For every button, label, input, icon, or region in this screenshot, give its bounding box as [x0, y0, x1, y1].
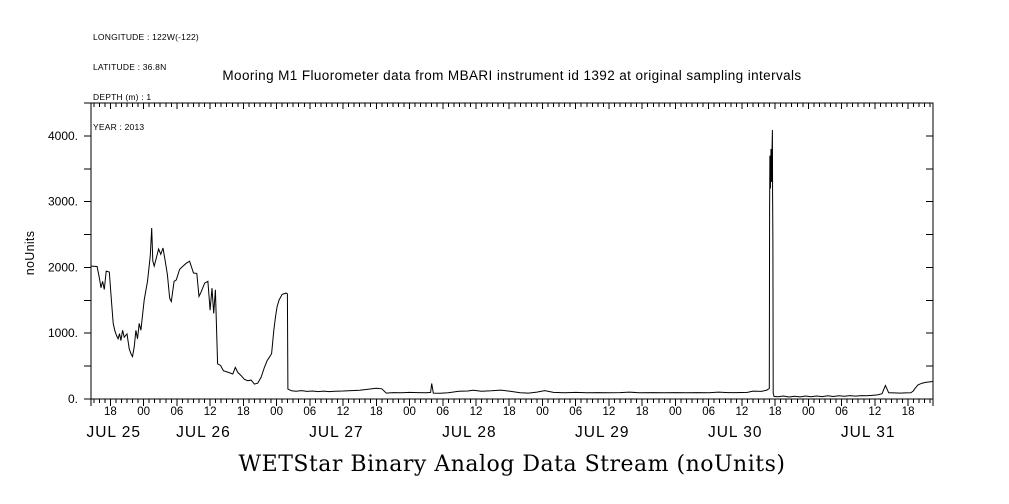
svg-text:3000.: 3000. [48, 195, 78, 209]
data-line-fluorometer [90, 129, 934, 398]
svg-text:18: 18 [503, 406, 516, 418]
svg-text:00: 00 [802, 406, 815, 418]
svg-text:JUL 26: JUL 26 [176, 424, 231, 441]
svg-text:12: 12 [470, 406, 483, 418]
svg-text:12: 12 [868, 406, 881, 418]
svg-text:18: 18 [237, 406, 250, 418]
svg-text:12: 12 [735, 406, 748, 418]
svg-text:00: 00 [270, 406, 283, 418]
svg-text:00: 00 [669, 406, 682, 418]
metadata-block: LONGITUDE : 122W(-122) LATITUDE : 36.8N … [93, 12, 199, 152]
plot-frame [90, 102, 934, 400]
y-tick-labels: 0. 1000. 2000. 3000. 4000. [48, 129, 78, 406]
svg-text:JUL 28: JUL 28 [442, 424, 497, 441]
chart-subtitle: WETStar Binary Analog Data Stream (noUni… [238, 452, 786, 477]
chart-title: Mooring M1 Fluorometer data from MBARI i… [222, 68, 802, 83]
svg-text:JUL 29: JUL 29 [575, 424, 630, 441]
metadata-line-depth: DEPTH (m) : 1 [93, 92, 152, 102]
svg-text:06: 06 [569, 406, 582, 418]
metadata-line-latitude: LATITUDE : 36.8N [93, 62, 167, 72]
svg-text:2000.: 2000. [48, 260, 78, 274]
metadata-line-longitude: LONGITUDE : 122W(-122) [93, 32, 199, 42]
svg-text:00: 00 [403, 406, 416, 418]
svg-text:4000.: 4000. [48, 129, 78, 143]
svg-text:18: 18 [370, 406, 383, 418]
metadata-line-year: YEAR : 2013 [93, 122, 145, 132]
svg-text:18: 18 [636, 406, 649, 418]
svg-text:06: 06 [702, 406, 715, 418]
svg-text:18: 18 [769, 406, 782, 418]
svg-text:12: 12 [204, 406, 217, 418]
x-axis-ticks [90, 103, 934, 406]
svg-text:JUL 30: JUL 30 [708, 424, 763, 441]
x-hour-labels: 18 00 06 12 18 00 06 12 18 00 06 12 18 00 06 12 18 00 06 12… [104, 406, 914, 418]
svg-text:12: 12 [337, 406, 350, 418]
y-axis-ticks [84, 102, 933, 400]
svg-text:06: 06 [170, 406, 183, 418]
svg-text:00: 00 [137, 406, 150, 418]
svg-text:0.: 0. [68, 392, 78, 406]
svg-text:06: 06 [303, 406, 316, 418]
svg-text:JUL 25: JUL 25 [86, 424, 141, 441]
x-date-labels: JUL 25 JUL 26 JUL 27 JUL 28 JUL 29 JUL 30 JUL … [86, 424, 896, 441]
svg-text:12: 12 [603, 406, 616, 418]
svg-text:1000.: 1000. [48, 326, 78, 340]
svg-text:18: 18 [902, 406, 915, 418]
svg-text:06: 06 [835, 406, 848, 418]
svg-text:06: 06 [436, 406, 449, 418]
svg-text:18: 18 [104, 406, 117, 418]
svg-text:JUL 27: JUL 27 [309, 424, 364, 441]
svg-text:JUL 31: JUL 31 [841, 424, 896, 441]
svg-text:00: 00 [536, 406, 549, 418]
